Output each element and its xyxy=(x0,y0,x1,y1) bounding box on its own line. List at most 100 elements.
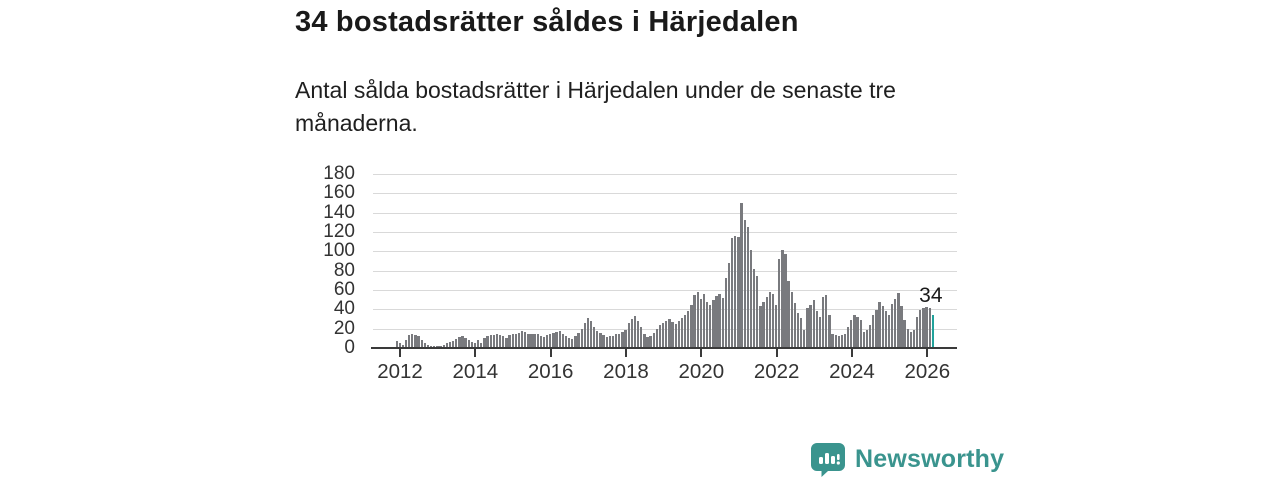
bar xyxy=(712,299,715,348)
x-axis-label: 2012 xyxy=(377,360,423,383)
bar xyxy=(423,343,427,348)
bar xyxy=(727,262,731,348)
bar xyxy=(840,335,844,348)
bar xyxy=(527,333,530,348)
bar xyxy=(517,332,521,348)
bar xyxy=(803,329,806,348)
bar xyxy=(448,342,452,348)
bar xyxy=(464,338,467,348)
bar xyxy=(458,337,461,348)
bar xyxy=(903,319,906,348)
bar xyxy=(740,203,743,348)
bar xyxy=(477,340,480,348)
bar xyxy=(781,250,784,348)
bar xyxy=(909,331,913,348)
highlighted-bar xyxy=(931,315,935,348)
bar xyxy=(589,320,593,348)
bar xyxy=(508,335,511,348)
bar xyxy=(916,317,919,348)
bar xyxy=(483,338,486,348)
x-axis-tick xyxy=(850,349,853,357)
bar xyxy=(922,308,925,348)
highlight-value-label: 34 xyxy=(919,284,943,308)
bar xyxy=(771,293,775,348)
bar xyxy=(875,310,878,348)
bar xyxy=(473,343,477,348)
bar xyxy=(549,333,552,348)
bar xyxy=(890,303,894,348)
bar xyxy=(520,330,524,348)
bar xyxy=(850,319,853,348)
bar xyxy=(643,334,646,348)
x-axis-tick xyxy=(700,349,703,357)
bar xyxy=(404,340,408,348)
x-axis-label: 2022 xyxy=(753,360,800,383)
y-axis-label: 0 xyxy=(344,337,355,358)
x-axis-tick xyxy=(624,349,627,357)
bar xyxy=(470,342,474,348)
bar xyxy=(847,326,850,348)
brand-footer: Newsworthy xyxy=(810,442,1004,477)
bar xyxy=(455,339,458,348)
bar xyxy=(894,298,897,348)
x-axis-label: 2018 xyxy=(603,360,649,383)
bar xyxy=(702,293,706,348)
bar xyxy=(567,338,571,348)
bar xyxy=(762,301,765,348)
bar xyxy=(411,333,414,348)
bar xyxy=(530,334,533,348)
bar xyxy=(401,345,405,348)
bar xyxy=(812,299,815,348)
gridline xyxy=(373,232,957,233)
bar xyxy=(646,337,649,348)
bar xyxy=(561,333,564,348)
bar xyxy=(555,331,558,348)
x-axis-label: 2016 xyxy=(527,360,574,383)
gridline xyxy=(373,290,957,291)
y-axis-label: 60 xyxy=(333,279,355,300)
bar xyxy=(693,294,696,348)
y-axis-label: 160 xyxy=(323,182,355,204)
bar xyxy=(778,259,781,348)
bar xyxy=(887,315,891,348)
x-axis-tick xyxy=(399,349,401,357)
bar xyxy=(605,337,608,348)
bar xyxy=(793,302,797,348)
bar xyxy=(796,313,800,348)
bar xyxy=(445,343,448,348)
y-axis-label: 80 xyxy=(333,259,355,281)
bar xyxy=(925,307,928,348)
bar xyxy=(687,311,690,348)
bar xyxy=(752,268,756,348)
bar xyxy=(398,343,401,348)
bar xyxy=(489,335,492,348)
bar xyxy=(774,305,778,348)
bar xyxy=(630,319,633,348)
bar xyxy=(724,278,728,348)
bar xyxy=(608,336,612,348)
bar xyxy=(546,335,549,348)
gridline xyxy=(373,174,957,175)
bar xyxy=(602,335,605,348)
bar xyxy=(831,333,834,348)
brand-wordmark: Newsworthy xyxy=(855,445,1005,473)
bar xyxy=(906,328,909,348)
bar xyxy=(649,336,652,348)
bar xyxy=(928,308,931,348)
bar xyxy=(818,317,822,348)
y-axis-label: 180 xyxy=(323,163,355,184)
bar xyxy=(665,320,668,348)
bar xyxy=(652,332,655,348)
bar xyxy=(815,311,818,348)
bar xyxy=(680,318,684,348)
bar xyxy=(542,337,546,348)
bar xyxy=(624,329,627,348)
bar xyxy=(862,331,866,348)
bar xyxy=(743,220,746,348)
bar xyxy=(461,336,464,348)
y-axis-label: 20 xyxy=(333,317,355,339)
bar xyxy=(611,336,615,348)
bar xyxy=(696,291,699,348)
bar xyxy=(636,320,640,348)
